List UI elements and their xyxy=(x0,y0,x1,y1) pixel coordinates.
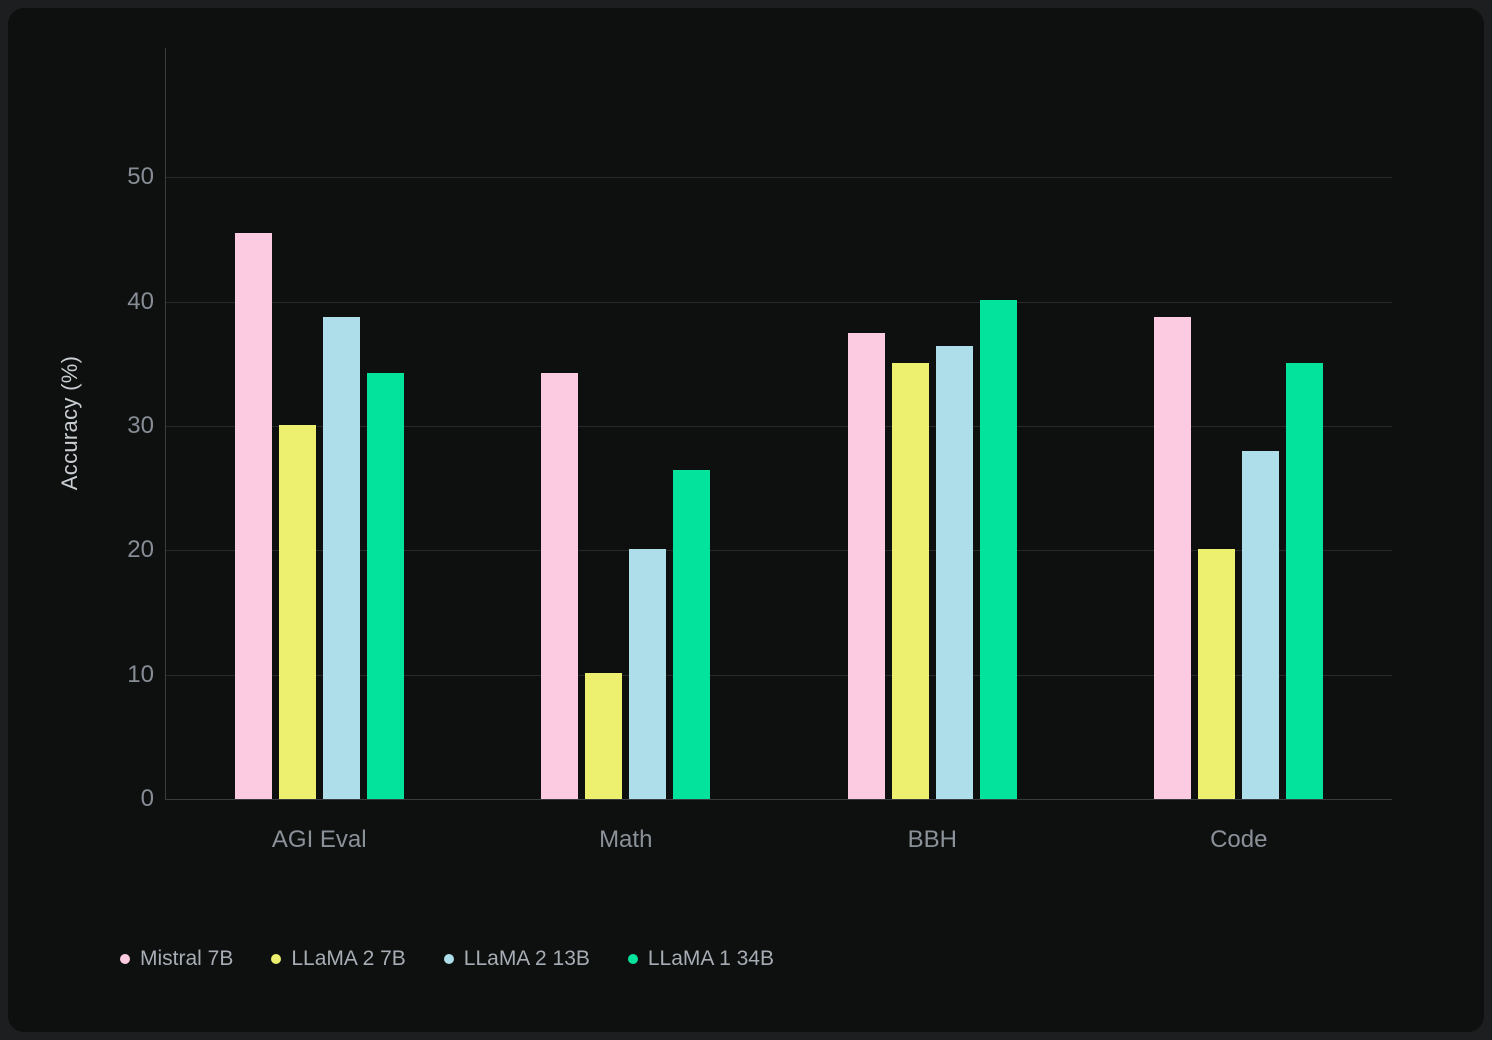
y-tick-label-10: 10 xyxy=(127,660,154,688)
bar-llama-1-34b-agi-eval xyxy=(366,372,404,799)
category-label-agi-eval: AGI Eval xyxy=(271,826,367,853)
bar-group-bbh xyxy=(779,48,1086,799)
bar-llama-1-34b-math xyxy=(673,469,711,799)
legend-label: LLaMA 2 13B xyxy=(463,947,590,970)
y-tick-label-30: 30 xyxy=(127,411,154,439)
y-tick-label-50: 50 xyxy=(127,163,154,191)
legend-swatch-icon xyxy=(443,954,454,964)
gridline-30 xyxy=(166,425,1392,427)
legend-item-llama-1-34b: LLaMA 1 34B xyxy=(627,946,774,972)
bar-mistral-7b-agi-eval xyxy=(234,233,272,799)
legend-swatch-icon xyxy=(271,954,282,964)
bar-llama-2-13b-code xyxy=(1242,450,1280,799)
gridline-50 xyxy=(166,177,1392,179)
legend-item-mistral-7b: Mistral 7B xyxy=(120,946,233,972)
y-axis-title: Accuracy (%) xyxy=(57,355,82,491)
bar-group-agi-eval xyxy=(166,48,473,799)
x-axis-baseline xyxy=(165,799,1392,800)
bar-mistral-7b-bbh xyxy=(847,332,885,799)
y-tick-label-20: 20 xyxy=(127,536,154,564)
bar-llama-2-13b-agi-eval xyxy=(322,316,360,799)
legend-item-llama-2-13b: LLaMA 2 13B xyxy=(443,946,590,972)
bar-llama-2-7b-agi-eval xyxy=(278,424,316,799)
category-label-math: Math xyxy=(599,826,653,853)
legend-label: LLaMA 1 34B xyxy=(647,947,774,970)
bar-mistral-7b-code xyxy=(1154,316,1192,799)
plot-area xyxy=(165,48,1393,800)
bar-llama-2-7b-math xyxy=(585,673,623,799)
legend-label: Mistral 7B xyxy=(140,947,234,970)
chart-card: 0 10 20 30 40 50 Accuracy (%) AGI Eval Math BBH… xyxy=(8,8,1484,1032)
bar-llama-1-34b-bbh xyxy=(979,300,1017,799)
bar-llama-2-7b-bbh xyxy=(891,362,929,799)
bar-group-code xyxy=(1086,48,1393,799)
bar-llama-2-13b-math xyxy=(629,549,667,799)
y-tick-labels: 0 10 20 30 40 50 xyxy=(8,48,154,812)
bar-mistral-7b-math xyxy=(541,372,579,799)
gridline-10 xyxy=(166,674,1392,676)
gridline-20 xyxy=(166,550,1392,552)
legend-swatch-icon xyxy=(627,954,638,964)
bar-llama-2-13b-bbh xyxy=(935,346,973,799)
legend-swatch-icon xyxy=(120,954,130,964)
x-category-labels: AGI Eval Math BBH Code xyxy=(166,825,1392,855)
legend-label: LLaMA 2 7B xyxy=(291,947,406,970)
bar-group-math xyxy=(473,48,780,799)
legend-item-llama-2-7b: LLaMA 2 7B xyxy=(271,946,406,972)
y-tick-label-0: 0 xyxy=(140,785,154,812)
y-tick-label-40: 40 xyxy=(127,287,154,315)
category-label-code: Code xyxy=(1210,826,1268,853)
category-label-bbh: BBH xyxy=(907,826,957,853)
bar-llama-2-7b-code xyxy=(1198,549,1236,799)
y-axis-line xyxy=(165,48,166,799)
gridline-40 xyxy=(166,301,1392,303)
legend: Mistral 7B LLaMA 2 7B LLaMA 2 13B LLaMA 1 3… xyxy=(120,946,774,972)
bar-llama-1-34b-code xyxy=(1286,362,1324,799)
